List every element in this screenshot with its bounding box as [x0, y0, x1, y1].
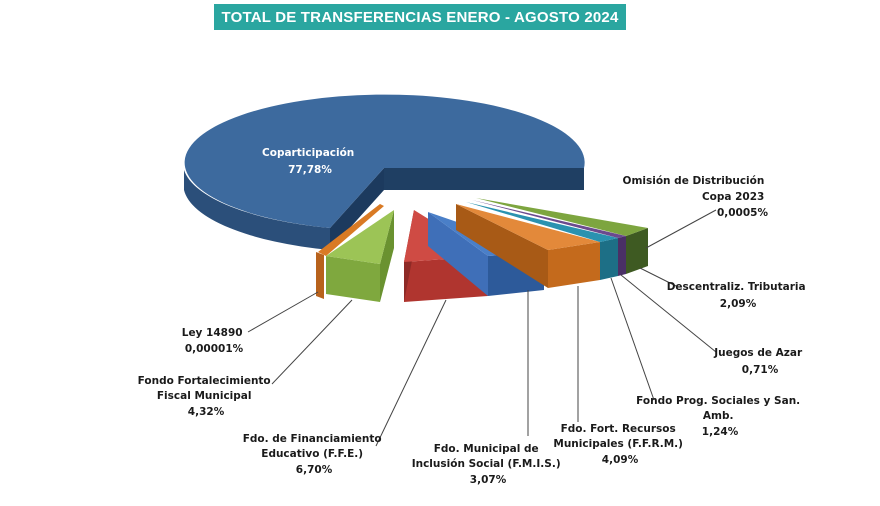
label-fortalecimiento: Fondo Fortalecimiento Fiscal Municipal 4…: [138, 375, 275, 418]
slice-ley14890: [316, 204, 384, 299]
slice-descentraliz-top: [476, 198, 648, 236]
leader-ffe: [375, 299, 447, 447]
leader-juegos: [620, 274, 717, 353]
chart-title: TOTAL DE TRANSFERENCIAS ENERO - AGOSTO 2…: [214, 4, 626, 30]
label-fondo-prog: Fondo Prog. Sociales y San. Amb. 1,24%: [636, 395, 804, 438]
leader-omision: [645, 209, 717, 249]
label-ffe: Fdo. de Financiamiento Educativo (F.F.E.…: [243, 433, 386, 476]
label-coparticipacion: Coparticipación 77,78%: [262, 147, 358, 176]
leader-fortalecimiento: [271, 299, 353, 385]
slice-fortalecimiento-side: [380, 210, 394, 302]
slice-juegos-top: [472, 200, 626, 238]
slice-labels: Coparticipación 77,78% Omisión de Distri…: [138, 147, 810, 486]
slice-fmis-side: [428, 212, 488, 296]
slice-fondo-prog: [466, 202, 618, 280]
label-omision: Omisión de Distribución Copa 2023 0,0005…: [623, 175, 769, 219]
slice-fondo-prog-top: [466, 202, 618, 242]
slice-ffrm: [456, 204, 600, 288]
leader-descentraliz: [639, 267, 677, 287]
slice-coparticipacion-top: [184, 94, 585, 229]
slice-coparticipacion-side: [184, 170, 330, 250]
label-descentraliz: Descentraliz. Tributaria 2,09%: [667, 281, 810, 310]
leader-fondo-prog: [610, 277, 655, 401]
slice-descentraliz: [476, 198, 648, 274]
slice-descentraliz-front: [626, 228, 648, 274]
leader-lines: [247, 209, 717, 447]
slice-fortalecimiento: [326, 210, 394, 302]
slice-juegos-front: [618, 236, 626, 276]
slice-coparticipacion-inner2: [384, 168, 584, 190]
slice-ffrm-top: [456, 204, 600, 250]
slice-ffrm-side: [456, 204, 548, 288]
label-ffrm: Fdo. Fort. Recursos Municipales (F.F.R.M…: [553, 423, 686, 466]
slice-coparticipacion-inner: [330, 168, 384, 250]
leader-ley14890: [247, 291, 319, 333]
label-juegos: Juegos de Azar 0,71%: [713, 347, 806, 376]
slice-fortalecimiento-top: [326, 210, 394, 264]
slice-ffrm-front: [548, 242, 600, 288]
slice-coparticipacion: [184, 94, 585, 250]
slice-fondo-prog-front: [600, 238, 618, 280]
label-fmis: Fdo. Municipal de Inclusión Social (F.M.…: [412, 443, 565, 486]
slice-juegos: [472, 200, 626, 276]
label-ley14890: Ley 14890 0,00001%: [182, 327, 247, 355]
slice-fortalecimiento-front: [326, 256, 380, 302]
